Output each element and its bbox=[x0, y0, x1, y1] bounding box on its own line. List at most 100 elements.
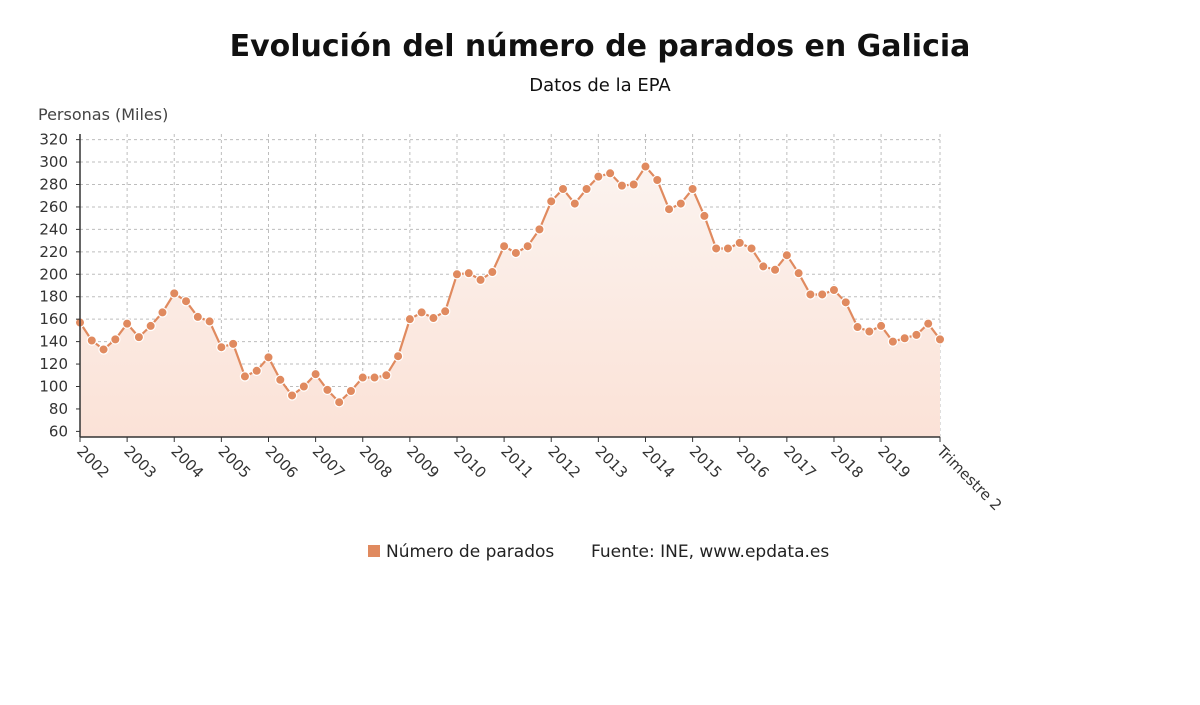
data-point bbox=[251, 365, 262, 376]
data-point bbox=[227, 338, 239, 350]
data-point bbox=[934, 334, 946, 345]
data-point bbox=[498, 241, 510, 252]
points-layer bbox=[74, 161, 946, 408]
y-tick-label: 280 bbox=[39, 176, 68, 194]
y-tick-label: 300 bbox=[39, 153, 68, 171]
chart-subtitle: Datos de la EPA bbox=[529, 75, 671, 96]
data-point bbox=[381, 370, 392, 381]
data-point bbox=[440, 306, 451, 317]
y-tick-label: 60 bbox=[49, 422, 68, 440]
data-point bbox=[593, 171, 604, 182]
data-point bbox=[687, 183, 698, 195]
y-tick-label: 220 bbox=[39, 243, 68, 261]
data-point bbox=[121, 318, 133, 329]
y-tick-label: 80 bbox=[49, 400, 68, 418]
x-tick-label: 2010 bbox=[450, 442, 490, 482]
data-point bbox=[286, 390, 298, 401]
data-point bbox=[157, 307, 168, 318]
data-point bbox=[404, 313, 416, 325]
data-point bbox=[546, 196, 557, 207]
data-point bbox=[581, 183, 592, 195]
x-tick-label: 2003 bbox=[120, 442, 160, 482]
data-point bbox=[828, 284, 840, 296]
data-point bbox=[557, 183, 569, 195]
data-point bbox=[734, 237, 745, 249]
data-point bbox=[416, 307, 427, 318]
data-point bbox=[451, 269, 463, 280]
data-point bbox=[699, 210, 710, 222]
data-point bbox=[781, 249, 793, 261]
data-point bbox=[357, 372, 368, 383]
data-point bbox=[769, 264, 781, 275]
x-tick-label: 2008 bbox=[356, 442, 396, 482]
data-point bbox=[310, 368, 321, 380]
data-point bbox=[840, 297, 851, 308]
data-point bbox=[923, 318, 934, 329]
data-point bbox=[275, 374, 286, 385]
data-point bbox=[816, 289, 828, 300]
series-area bbox=[80, 166, 940, 438]
data-point bbox=[722, 243, 734, 254]
data-point bbox=[911, 329, 922, 341]
data-point bbox=[628, 179, 639, 190]
x-tick-label: 2006 bbox=[262, 442, 302, 482]
data-point bbox=[710, 243, 722, 254]
x-tick-label: 2013 bbox=[592, 442, 632, 482]
data-point bbox=[133, 331, 145, 343]
data-point bbox=[145, 320, 156, 332]
y-axis-label: Personas (Miles) bbox=[38, 105, 168, 124]
x-tick-label: Trimestre 2 bbox=[932, 441, 1005, 514]
data-point bbox=[169, 288, 180, 299]
data-point bbox=[86, 335, 97, 346]
data-point bbox=[216, 342, 227, 353]
data-point bbox=[428, 312, 439, 324]
data-point bbox=[852, 321, 863, 333]
data-point bbox=[746, 243, 757, 254]
legend-swatch bbox=[368, 545, 380, 557]
y-tick-label: 200 bbox=[39, 265, 68, 283]
data-point bbox=[110, 334, 121, 345]
data-point bbox=[640, 161, 651, 172]
data-point bbox=[758, 261, 769, 272]
data-point bbox=[510, 247, 522, 259]
data-point bbox=[345, 385, 357, 397]
x-tick-label: 2019 bbox=[874, 442, 914, 482]
x-tick-label: 2002 bbox=[73, 442, 113, 482]
data-point bbox=[333, 397, 345, 408]
data-point bbox=[652, 174, 663, 186]
y-tick-label: 160 bbox=[39, 310, 68, 328]
data-point bbox=[675, 198, 687, 209]
x-tick-label: 2005 bbox=[215, 442, 255, 482]
y-tick-label: 320 bbox=[39, 131, 68, 149]
data-point bbox=[604, 168, 616, 179]
data-point bbox=[180, 296, 192, 307]
chart-title: Evolución del número de parados en Galic… bbox=[230, 29, 971, 64]
data-point bbox=[463, 267, 474, 279]
data-point bbox=[192, 311, 204, 323]
x-tick-label: 2017 bbox=[780, 442, 820, 482]
data-point bbox=[522, 241, 533, 252]
data-point bbox=[204, 316, 215, 327]
source-note: Fuente: INE, www.epdata.es bbox=[591, 542, 829, 562]
x-tick-label: 2018 bbox=[827, 442, 867, 482]
data-point bbox=[805, 289, 816, 300]
x-tick-label: 2012 bbox=[544, 442, 584, 482]
data-point bbox=[322, 384, 333, 396]
data-point bbox=[369, 372, 380, 383]
data-point bbox=[875, 320, 887, 332]
x-tick-label: 2014 bbox=[639, 442, 679, 482]
y-tick-label: 260 bbox=[39, 198, 68, 216]
legend: Número de parados Fuente: INE, www.epdat… bbox=[368, 542, 829, 562]
data-point bbox=[392, 351, 404, 362]
y-tick-label: 180 bbox=[39, 288, 68, 306]
x-tick-label: 2009 bbox=[403, 442, 443, 482]
data-point bbox=[298, 381, 310, 392]
data-point bbox=[98, 344, 109, 355]
data-point bbox=[663, 203, 675, 215]
data-point bbox=[475, 274, 486, 286]
x-tick-label: 2004 bbox=[167, 442, 207, 482]
data-point bbox=[569, 198, 580, 209]
data-point bbox=[899, 333, 910, 344]
data-point bbox=[534, 224, 545, 235]
y-tick-label: 100 bbox=[39, 378, 68, 396]
